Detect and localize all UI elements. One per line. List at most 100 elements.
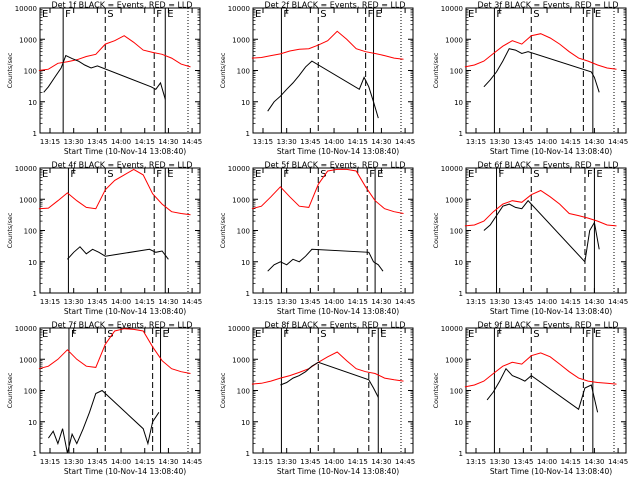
marker-label: F	[65, 9, 71, 20]
panel-5: 1 10 100 1000 10000 13:15 13:30 13:45 14:00 14:15…	[219, 161, 415, 317]
panel-title: Det 2f BLACK = Events, RED = LLD	[264, 1, 405, 10]
x-tick-label: 14:30	[584, 138, 604, 146]
x-tick-label: 14:00	[324, 138, 344, 146]
x-tick-label: 14:45	[395, 458, 415, 466]
lld-series-line	[464, 189, 617, 227]
x-axis-label: Start Time (10-Nov-14 13:08:40)	[64, 307, 186, 316]
y-tick-label: 10	[454, 259, 463, 267]
x-axis-label: Start Time (10-Nov-14 13:08:40)	[277, 307, 399, 316]
marker-label: F	[585, 329, 591, 340]
marker-label: F	[587, 169, 593, 180]
events-series-line	[43, 54, 166, 100]
x-tick-label: 13:15	[253, 458, 273, 466]
x-tick-label: 14:30	[158, 458, 178, 466]
x-tick-label: 13:45	[300, 138, 320, 146]
y-tick-label: 1000	[232, 356, 250, 364]
x-tick-label: 14:00	[324, 458, 344, 466]
marker-label: F	[369, 169, 375, 180]
y-tick-label: 10	[454, 419, 463, 427]
y-tick-label: 1000	[19, 356, 37, 364]
y-tick-label: 100	[450, 68, 463, 76]
y-tick-label: 10000	[15, 165, 37, 173]
x-tick-label: 13:45	[87, 458, 107, 466]
marker-label: S	[107, 329, 113, 340]
panel-title: Det 6f BLACK = Events, RED = LLD	[477, 161, 618, 170]
marker-label: E	[595, 9, 601, 20]
y-axis-label: Counts/sec	[432, 372, 440, 408]
x-tick-label: 13:45	[87, 138, 107, 146]
x-tick-label: 13:30	[64, 298, 84, 306]
x-tick-label: 13:30	[490, 458, 510, 466]
x-tick-label: 13:15	[40, 138, 60, 146]
lld-series-line	[251, 30, 404, 60]
panel-title: Det 9f BLACK = Events, RED = LLD	[477, 321, 618, 330]
x-tick-label: 13:45	[513, 138, 533, 146]
x-tick-label: 14:15	[135, 138, 155, 146]
y-tick-label: 1	[33, 290, 37, 298]
x-tick-label: 13:30	[277, 298, 297, 306]
events-series-line	[47, 389, 160, 454]
panel-title: Det 4f BLACK = Events, RED = LLD	[51, 161, 192, 170]
x-tick-label: 14:15	[561, 138, 581, 146]
y-tick-label: 10	[241, 259, 250, 267]
marker-label: E	[255, 329, 261, 340]
panel-2: 1 10 100 1000 10000 13:15 13:30 13:45 14:00 14:15…	[219, 1, 415, 157]
x-axis-label: Start Time (10-Nov-14 13:08:40)	[490, 307, 612, 316]
x-tick-label: 14:00	[111, 458, 131, 466]
marker-label: F	[156, 9, 162, 20]
panel-1: 1 10 100 1000 10000 13:15 13:30 13:45 14:00 14:15…	[6, 1, 202, 157]
events-series-line	[486, 367, 599, 413]
x-axis-label: Start Time (10-Nov-14 13:08:40)	[64, 147, 186, 156]
x-tick-label: 14:30	[158, 298, 178, 306]
x-tick-label: 14:45	[395, 138, 415, 146]
y-axis-label: Counts/sec	[219, 212, 227, 248]
x-tick-label: 14:00	[111, 138, 131, 146]
y-tick-label: 1	[459, 130, 463, 138]
x-tick-label: 13:30	[64, 138, 84, 146]
plot-frame	[252, 167, 414, 294]
x-tick-label: 13:15	[253, 298, 273, 306]
x-tick-label: 14:15	[348, 138, 368, 146]
marker-label: E	[376, 9, 382, 20]
lld-series-line	[464, 352, 617, 388]
marker-label: E	[595, 329, 601, 340]
x-tick-label: 14:45	[608, 138, 628, 146]
y-tick-label: 10000	[228, 165, 250, 173]
y-tick-label: 1	[459, 290, 463, 298]
x-tick-label: 14:00	[537, 138, 557, 146]
panel-4: 1 10 100 1000 10000 13:15 13:30 13:45 14:00 14:15…	[6, 161, 202, 317]
y-tick-label: 10000	[441, 325, 463, 333]
marker-label: E	[167, 169, 173, 180]
x-tick-label: 13:30	[490, 138, 510, 146]
panel-6: 1 10 100 1000 10000 13:15 13:30 13:45 14:00 14:15…	[432, 161, 628, 317]
y-tick-label: 1000	[19, 36, 37, 44]
events-series-line	[280, 361, 379, 398]
y-tick-label: 100	[24, 388, 37, 396]
plot-frame	[252, 327, 414, 454]
y-tick-label: 10000	[15, 5, 37, 13]
marker-label: E	[255, 169, 261, 180]
x-tick-label: 14:30	[371, 138, 391, 146]
x-axis-label: Start Time (10-Nov-14 13:08:40)	[277, 147, 399, 156]
panel-title: Det 7f BLACK = Events, RED = LLD	[51, 321, 192, 330]
marker-label: E	[42, 9, 48, 20]
y-tick-label: 1000	[232, 36, 250, 44]
marker-label: S	[320, 329, 326, 340]
marker-label: S	[320, 169, 326, 180]
x-tick-label: 13:45	[300, 298, 320, 306]
x-tick-label: 13:15	[40, 298, 60, 306]
x-tick-label: 14:45	[608, 458, 628, 466]
x-tick-label: 14:15	[135, 298, 155, 306]
lld-series-line	[38, 35, 191, 71]
y-tick-label: 1	[33, 130, 37, 138]
events-series-line	[67, 246, 169, 260]
x-tick-label: 14:30	[584, 458, 604, 466]
x-tick-label: 14:00	[111, 298, 131, 306]
x-axis-label: Start Time (10-Nov-14 13:08:40)	[64, 467, 186, 476]
y-tick-label: 10000	[441, 165, 463, 173]
y-tick-label: 100	[237, 68, 250, 76]
y-tick-label: 1	[246, 290, 250, 298]
y-tick-label: 100	[450, 228, 463, 236]
y-tick-label: 10000	[228, 325, 250, 333]
